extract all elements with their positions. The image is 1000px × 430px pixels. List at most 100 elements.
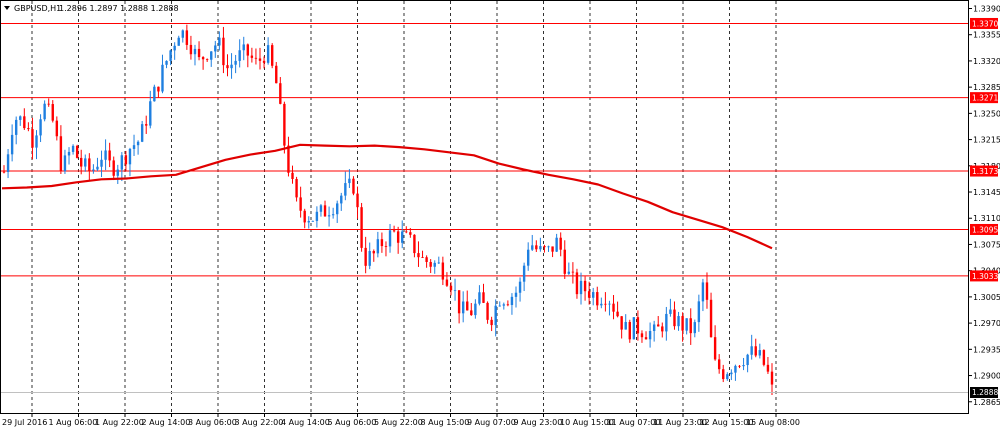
candle-body	[665, 313, 668, 332]
candle-body	[766, 364, 770, 372]
candle-body	[535, 245, 538, 250]
candle-body	[457, 290, 461, 314]
candle-body	[59, 136, 63, 172]
candle-body	[149, 101, 152, 126]
candle-body	[43, 103, 46, 120]
candle-body	[518, 281, 522, 293]
candle-body	[372, 251, 375, 254]
candle-body	[750, 346, 753, 355]
candle-body	[620, 316, 623, 330]
x-tick-label: 5 Aug 22:00	[374, 418, 423, 427]
ohlc-values: 1.2896 1.2897 1.2888 1.2888	[59, 4, 179, 13]
candle-body	[291, 172, 294, 179]
level-label: 1.3271	[972, 94, 998, 103]
candle-body	[303, 210, 306, 223]
candle-body	[140, 124, 144, 142]
candle-body	[510, 296, 514, 306]
candle-body	[657, 324, 660, 327]
candle-body	[283, 103, 286, 146]
candle-body	[165, 60, 168, 65]
candle-body	[311, 220, 315, 222]
last-price-label: 1.2888	[972, 388, 998, 397]
candle-body	[677, 316, 680, 327]
candle-body	[319, 205, 323, 212]
candle-body	[39, 119, 42, 136]
candle-body	[482, 292, 485, 303]
candle-body	[218, 37, 221, 46]
candle-body	[742, 365, 745, 367]
candle-body	[730, 372, 733, 375]
candle-body	[405, 231, 408, 233]
candle-body	[583, 280, 587, 292]
candle-body	[738, 365, 741, 367]
candle-body	[327, 215, 331, 217]
level-label: 1.3095	[972, 225, 998, 234]
candle-body	[746, 354, 749, 366]
candle-body	[336, 203, 339, 215]
candle-body	[234, 60, 237, 65]
candle-body	[628, 321, 631, 340]
candle-body	[348, 178, 351, 184]
candle-body	[71, 145, 75, 152]
candle-body	[506, 304, 510, 306]
candle-body	[295, 178, 298, 198]
candle-body	[307, 221, 310, 223]
candle-body	[116, 169, 119, 176]
candle-body	[380, 239, 384, 247]
candle-body	[384, 246, 388, 247]
candle-body	[409, 232, 412, 235]
moving-average-line	[1, 143, 773, 250]
candle-body	[417, 253, 420, 258]
y-tick-label: 1.2970	[973, 319, 1000, 328]
candle-body	[514, 292, 518, 297]
candle-body	[279, 83, 282, 104]
candle-body	[693, 322, 696, 334]
candle-body	[433, 262, 436, 267]
candle-body	[2, 171, 6, 173]
candle-body	[466, 301, 469, 311]
candle-body	[502, 304, 506, 306]
symbol-label: GBPUSD,H1	[14, 4, 61, 13]
level-badge	[970, 92, 998, 104]
candle-body	[189, 44, 193, 55]
candle-body	[63, 155, 67, 172]
candle-body	[108, 150, 111, 161]
candle-body	[112, 160, 115, 176]
level-badge	[970, 223, 998, 235]
candle-body	[51, 104, 54, 121]
candle-body	[193, 48, 197, 55]
candle-body	[315, 211, 319, 221]
candle-body	[222, 37, 225, 66]
candle-body	[547, 246, 550, 248]
level-label: 1.3173	[972, 167, 998, 176]
candle-body	[571, 271, 575, 273]
candle-body	[266, 45, 270, 63]
candle-body	[636, 317, 640, 334]
candle-body	[669, 309, 672, 314]
candle-body	[453, 290, 457, 292]
grid	[31, 1, 777, 413]
candle-body	[470, 310, 473, 316]
candle-body	[559, 237, 562, 250]
triangle-down-icon[interactable]	[4, 6, 10, 10]
candle-body	[181, 30, 184, 38]
candle-body	[632, 317, 636, 340]
candle-body	[575, 272, 579, 295]
candle-body	[445, 279, 449, 286]
candle-body	[323, 205, 327, 217]
candle-body	[722, 369, 725, 380]
candle-body	[250, 55, 254, 58]
candlestick-series	[2, 24, 774, 395]
candle-body	[555, 237, 558, 252]
candle-body	[461, 301, 465, 314]
candle-body	[449, 285, 453, 291]
candle-body	[132, 145, 136, 149]
x-tick-label: 10 Aug 15:00	[560, 418, 614, 427]
candle-body	[128, 148, 132, 165]
candle-body	[705, 282, 709, 300]
candle-body	[600, 303, 603, 306]
candle-body	[486, 302, 489, 320]
candle-body	[201, 57, 205, 60]
candle-body	[726, 374, 729, 380]
